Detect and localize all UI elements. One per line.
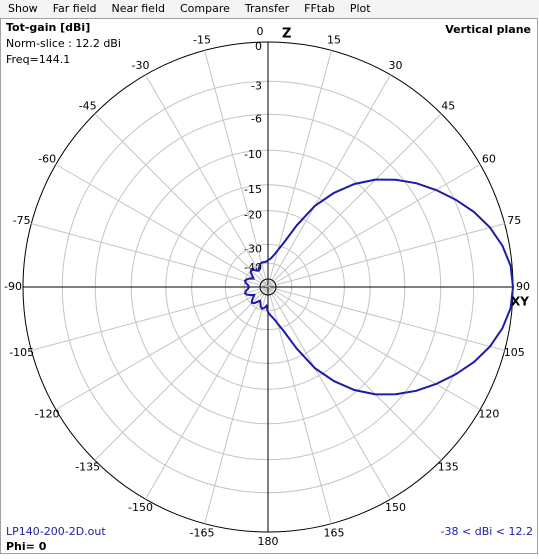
theta-tick-label: -15 — [193, 34, 211, 47]
theta-tick-label: 135 — [438, 460, 459, 473]
grid: 0-3-6-10-15-20-30-40-165-150-135-120-105… — [4, 25, 530, 548]
theta-tick-label: 15 — [327, 34, 341, 47]
theta-tick-label: -150 — [128, 501, 153, 514]
theta-tick-label: -135 — [75, 460, 100, 473]
grid-spoke — [267, 113, 442, 288]
grid-spoke — [267, 164, 481, 288]
grid-spoke — [267, 286, 391, 500]
grid-spoke — [55, 164, 269, 288]
file-name: LP140-200-2D.out — [6, 525, 106, 538]
grid-spoke — [145, 286, 269, 500]
grid-spoke — [267, 286, 332, 524]
theta-tick-label: 180 — [258, 535, 279, 548]
r-tick-label: -10 — [244, 148, 262, 161]
theta-tick-label: 30 — [389, 59, 403, 72]
theta-tick-label: 75 — [507, 214, 521, 227]
grid-spoke — [267, 286, 442, 461]
theta-tick-label: -75 — [13, 214, 31, 227]
horizon-label: XY — [511, 295, 529, 309]
theta-tick-label: 165 — [323, 526, 344, 539]
quantity: Tot-gain [dBi] — [6, 21, 90, 34]
menu-bar — [0, 0, 539, 18]
grid-spoke — [145, 74, 269, 288]
grid-spoke — [267, 286, 505, 351]
theta-tick-label: -105 — [9, 346, 34, 359]
menu-item[interactable]: Show — [8, 2, 38, 15]
grid-spoke — [31, 286, 269, 351]
frequency: Freq=144.1 — [6, 53, 70, 66]
menu: Show Far field Near field Compare Transfer FF… — [8, 2, 371, 15]
grid-spoke — [267, 223, 505, 288]
grid-spoke — [55, 286, 269, 410]
grid-spoke — [94, 286, 269, 461]
r-tick-label: -15 — [244, 183, 262, 196]
normalization: Norm-slice : 12.2 dBi — [6, 37, 121, 50]
range-note: -38 < dBi < 12.2 — [441, 525, 533, 538]
zenith-label: Z — [282, 27, 291, 42]
pattern-line — [243, 178, 515, 396]
grid-spoke — [204, 50, 269, 288]
r-tick-label: -30 — [244, 242, 262, 255]
theta-tick-label: 60 — [482, 153, 496, 166]
theta-tick-label: -90 — [4, 280, 22, 293]
grid-spoke — [94, 113, 269, 288]
labels: Tot-gain [dBi] Norm-slice : 12.2 dBi Fre… — [6, 21, 533, 553]
theta-tick-label: 105 — [504, 346, 525, 359]
r-tick-label: 0 — [255, 40, 262, 53]
theta-tick-label: 45 — [441, 100, 455, 113]
theta-tick-label: -60 — [38, 153, 56, 166]
grid-spoke — [267, 50, 332, 288]
center-circle — [259, 278, 277, 296]
theta-tick-label: -165 — [190, 526, 215, 539]
menu-item[interactable]: FFtab — [304, 2, 335, 15]
theta-tick-label: -30 — [132, 59, 150, 72]
menu-item[interactable]: Plot — [350, 2, 371, 15]
theta-tick-label: 120 — [478, 408, 499, 421]
theta-tick-label: 150 — [385, 501, 406, 514]
grid-spoke — [267, 74, 391, 288]
menu-item[interactable]: Near field — [112, 2, 166, 15]
theta-tick-label: 90 — [516, 280, 530, 293]
menu-item[interactable]: Transfer — [244, 2, 290, 15]
theta-tick-label: -45 — [79, 100, 97, 113]
r-tick-label: -3 — [251, 79, 262, 92]
r-tick-label: -20 — [244, 209, 262, 222]
slice: Phi= 0 — [6, 540, 47, 553]
theta-tick-label: 0 — [257, 25, 264, 38]
grid-spoke — [31, 223, 269, 288]
menu-item[interactable]: Far field — [53, 2, 97, 15]
r-tick-label: -6 — [251, 112, 262, 125]
marks — [243, 178, 515, 396]
chart-title: Vertical plane — [445, 23, 531, 36]
theta-tick-label: -120 — [35, 408, 60, 421]
grid-spoke — [204, 286, 269, 524]
menu-item[interactable]: Compare — [180, 2, 230, 15]
grid-spoke — [267, 286, 481, 410]
